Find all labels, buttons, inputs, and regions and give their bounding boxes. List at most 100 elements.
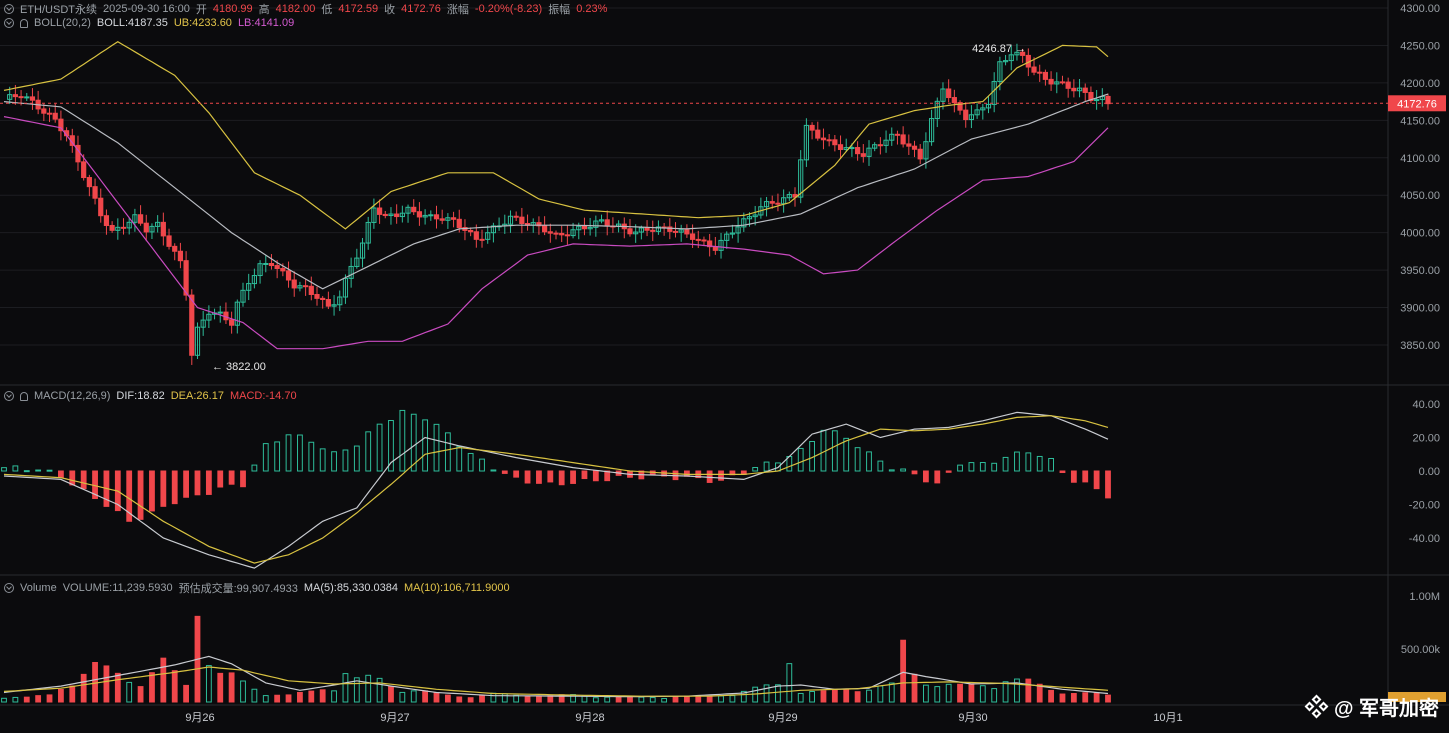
macd-histogram-bar (365, 431, 372, 472)
volume-bar (171, 670, 178, 703)
candle-body (752, 214, 758, 218)
volume-bar (12, 696, 19, 703)
volume-bar (592, 697, 599, 703)
candle-body (513, 215, 519, 218)
candle-body (325, 298, 331, 307)
volume-bar (217, 672, 224, 703)
candle-body (263, 262, 269, 265)
volume-bar (843, 689, 850, 703)
macd-tick-label: 20.00 (1412, 433, 1440, 445)
macd-histogram-bar (570, 470, 576, 484)
alert-bell-icon[interactable] (20, 18, 28, 28)
candle-body (923, 141, 929, 160)
macd-histogram-bar (194, 470, 201, 496)
candle-body (98, 197, 104, 217)
candle-body (633, 231, 639, 235)
macd-histogram-bar (80, 470, 87, 490)
candle-body (718, 239, 724, 251)
macd-histogram-bar (308, 441, 315, 472)
candle-body (115, 226, 121, 231)
volume-bar (103, 665, 110, 703)
candle-body (468, 229, 474, 233)
candle-body (940, 88, 946, 102)
candle-body (689, 233, 696, 240)
macd-histogram-bar (388, 419, 394, 472)
candle-body (234, 301, 240, 326)
volume-bar (456, 696, 463, 703)
macd-histogram-bar (888, 469, 895, 472)
macd-histogram-bar (12, 465, 19, 472)
price-tick-label: 3900.00 (1400, 303, 1440, 315)
candle-body (18, 96, 24, 99)
volume-bar (353, 677, 360, 703)
candle-body (81, 161, 87, 179)
macd-histogram-bar (945, 470, 952, 473)
volume-bar (683, 695, 690, 703)
macd-histogram-bar (240, 470, 246, 488)
collapse-icon[interactable] (4, 583, 14, 593)
low-price-marker: ← 3822.00 (212, 361, 266, 373)
candle-body (143, 222, 149, 233)
candle-body (52, 112, 58, 120)
volume-bar (308, 690, 315, 703)
candle-body (1002, 60, 1009, 63)
macd-histogram-bar (922, 470, 929, 483)
collapse-icon[interactable] (4, 18, 14, 28)
candle-body (291, 279, 297, 289)
candle-body (297, 285, 303, 289)
macd-histogram-bar (46, 469, 53, 472)
time-axis-label: 9月29 (768, 712, 797, 724)
candle-body (280, 267, 286, 272)
open-value: 4180.99 (212, 3, 253, 15)
macd-histogram-bar (524, 470, 531, 484)
candle-body (877, 144, 883, 147)
volume-label: Volume (20, 582, 57, 594)
macd-tick-label: -20.00 (1409, 500, 1440, 512)
volume-bar (240, 680, 246, 703)
macd-histogram-bar (843, 437, 850, 472)
candle-body (860, 153, 866, 157)
candle-body (439, 218, 445, 221)
volume-bar (1105, 694, 1111, 703)
candle-body (593, 220, 599, 228)
candle-body (120, 226, 127, 229)
candle-body (985, 103, 992, 109)
volume-value: VOLUME:11,239.5930 (62, 582, 173, 594)
low-value: 4172.59 (338, 3, 379, 15)
macd-histogram-bar (911, 470, 918, 475)
candle-body (126, 221, 132, 229)
volume-current-tag (1388, 692, 1446, 702)
candle-body (724, 233, 730, 241)
alert-bell-icon[interactable] (20, 391, 28, 401)
macd-histogram-bar (205, 470, 212, 495)
volume-bar (58, 688, 64, 703)
volume-bar (957, 683, 963, 703)
macd-histogram-bar (968, 462, 975, 472)
collapse-icon[interactable] (4, 4, 14, 14)
vol-ma10-value: MA(10):106,711.9000 (403, 582, 510, 594)
candle-body (798, 159, 804, 198)
price-tick-label: 4100.00 (1400, 153, 1440, 165)
volume-bar (183, 684, 190, 703)
candle-body (1020, 51, 1026, 56)
volume-ma10-line (3, 666, 1109, 697)
macd-dif-line (3, 411, 1109, 569)
close-label: 收 (384, 4, 396, 16)
macd-histogram-bar (274, 441, 281, 472)
candle-body (399, 212, 405, 218)
macd-histogram-bar (979, 462, 986, 472)
candle-body (559, 232, 565, 236)
change-label: 涨幅 (446, 4, 469, 16)
macd-histogram-bar (251, 464, 258, 472)
volume-bar (479, 694, 485, 703)
collapse-icon[interactable] (4, 391, 14, 401)
volume-bar (877, 685, 884, 703)
candle-body (536, 222, 542, 227)
candle-body (1105, 95, 1111, 105)
macd-histogram-bar (501, 470, 508, 474)
macd-histogram-bar (957, 464, 963, 472)
volume-bar (376, 677, 383, 703)
macd-tick-label: 0.00 (1419, 466, 1440, 478)
candle-body (553, 232, 559, 235)
